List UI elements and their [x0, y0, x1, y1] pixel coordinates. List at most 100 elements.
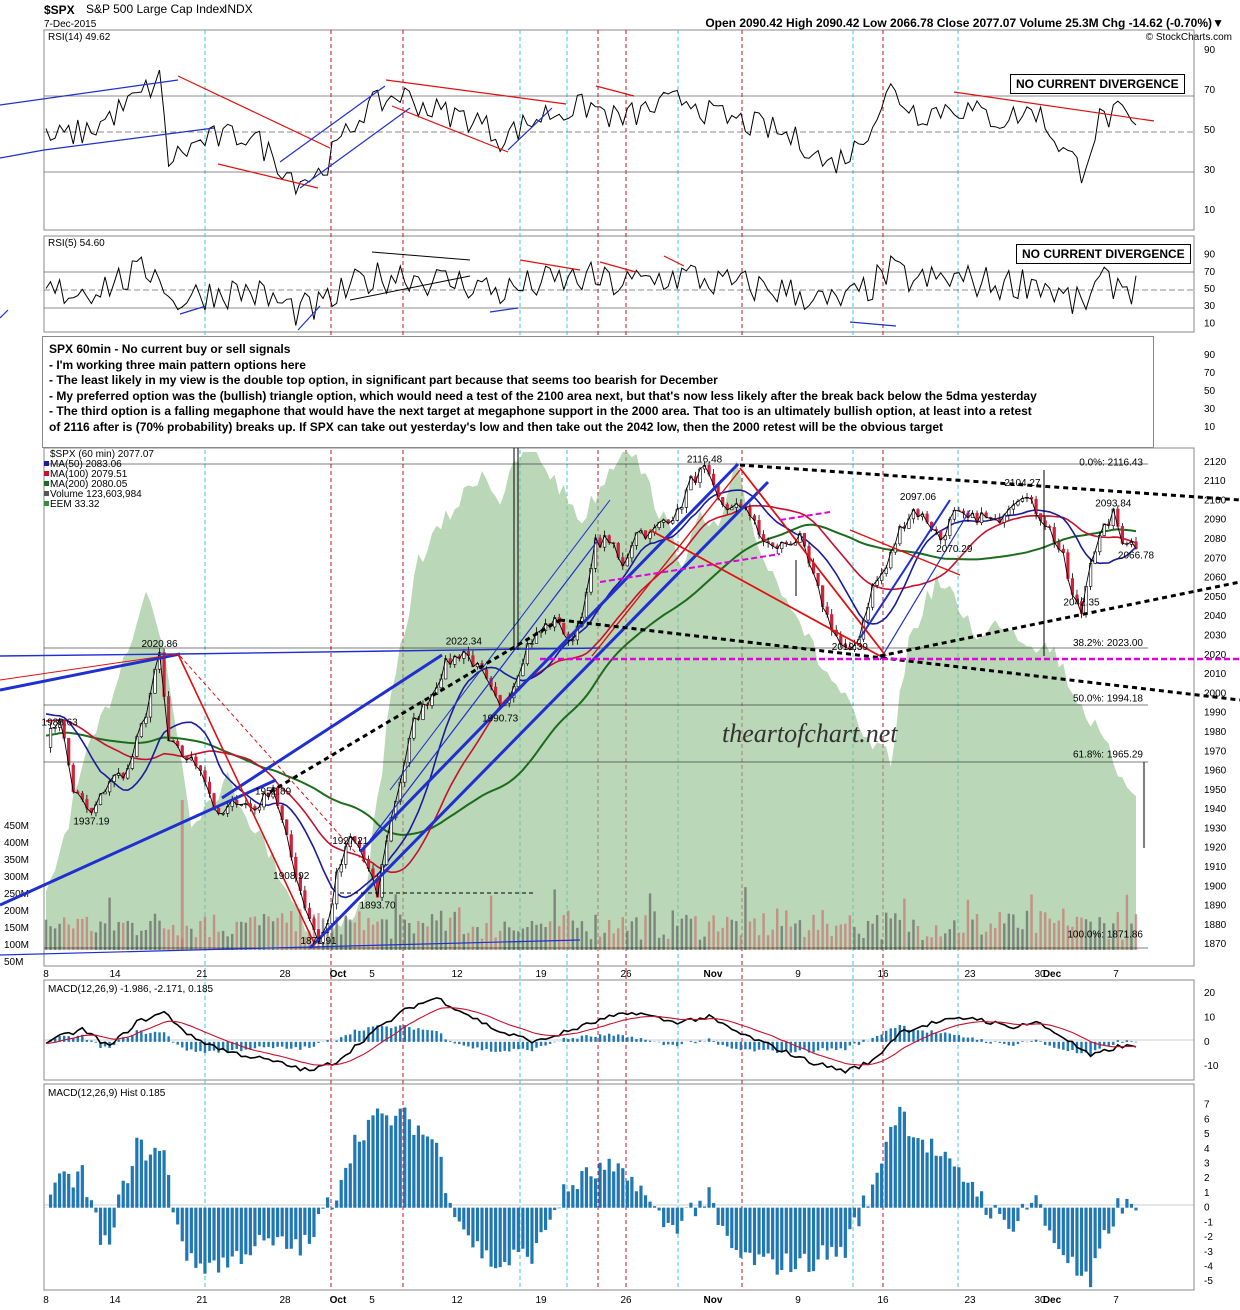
macd-hist-bar [126, 1037, 129, 1042]
macd-hist-bar [975, 1039, 979, 1042]
volume-bar [335, 916, 338, 950]
histogram-bar [780, 1207, 784, 1271]
volume-bar [476, 927, 479, 950]
histogram-bar [198, 1207, 203, 1264]
macd-hist-bar [744, 1041, 747, 1050]
histogram-bar [516, 1207, 520, 1253]
volume-bar [1084, 919, 1088, 950]
macd-hist-bar [766, 1041, 770, 1050]
macd-hist-bar [439, 1033, 443, 1042]
macd-hist-bar [508, 1041, 511, 1052]
macd-hist-bar [53, 1037, 57, 1042]
histogram-bar [998, 1207, 1002, 1214]
histogram-bar [512, 1207, 516, 1250]
histogram-bar [466, 1207, 470, 1236]
histogram-bar [216, 1207, 221, 1273]
macd-hist-bar [812, 1041, 815, 1053]
histogram-bar [85, 1197, 89, 1208]
volume-bar [689, 918, 693, 950]
volume-bar [412, 933, 416, 950]
histogram-bar [821, 1207, 825, 1246]
histogram-bar [398, 1108, 402, 1208]
histogram-bar [616, 1163, 620, 1208]
ma100-line [45, 504, 1137, 874]
volume-bar [371, 924, 375, 950]
price-tick-label: 1900 [1204, 881, 1227, 892]
volume-bar [1116, 912, 1120, 950]
price-tick-label: 1980 [1204, 727, 1227, 738]
histogram-bar [157, 1150, 162, 1208]
macd-hist-bar [480, 1041, 484, 1051]
histogram-bar [507, 1207, 511, 1266]
histogram-bar [53, 1182, 57, 1208]
volume-bar [81, 918, 84, 950]
histogram-bar [553, 1207, 557, 1211]
macd-hist-bar [512, 1041, 515, 1049]
macd-hist-bar [358, 1030, 361, 1042]
rsi14-tick: 30 [1204, 165, 1216, 176]
macd-hist-bar [603, 1035, 606, 1042]
histogram-bar [1002, 1207, 1006, 1220]
volume-bar [898, 919, 902, 950]
macd-hist-bar [930, 1030, 933, 1042]
volume-bar [925, 936, 929, 950]
macd-hist-bar [103, 1041, 107, 1047]
volume-bar [253, 916, 257, 950]
macd-hist-bar [1057, 1041, 1060, 1049]
histogram-bar [802, 1207, 807, 1254]
volume-bar [639, 939, 643, 950]
volume-bar [44, 919, 48, 950]
rsi5-chart: RSI(5) 54.60 90 70 50 30 10 [0, 238, 1216, 331]
macd-hist-bar [762, 1041, 765, 1051]
histogram-bar [716, 1207, 720, 1225]
volume-bar [403, 919, 406, 950]
note-line: - My preferred option was the (bullish) … [49, 388, 1037, 403]
macd-hist-bar [721, 1041, 724, 1045]
histogram-bar [271, 1207, 275, 1246]
histogram-bar [498, 1207, 502, 1268]
volume-bar [340, 934, 343, 950]
macd-hist-bar [349, 1034, 352, 1042]
volume-bar [626, 930, 629, 950]
histogram-bar [1039, 1204, 1043, 1208]
macd-hist-bar [1034, 1039, 1038, 1042]
notes-axis-tick: 70 [1204, 368, 1216, 379]
histogram-bar [344, 1167, 348, 1208]
macd-hist-tick: 0 [1204, 1203, 1210, 1214]
volume-bar [49, 926, 52, 950]
macd-hist-bar [807, 1041, 811, 1053]
histogram-bar [407, 1119, 411, 1208]
volume-bar [85, 916, 89, 950]
fib-level-label: 100.0%: 1871.86 [1067, 930, 1143, 941]
volume-bar [53, 928, 57, 950]
macd-hist-bar [912, 1030, 915, 1042]
histogram-bar [1120, 1207, 1124, 1214]
macd-hist-bar [980, 1039, 983, 1042]
histogram-bar [203, 1207, 207, 1274]
x-tick-label: 5 [369, 1295, 375, 1306]
histogram-bar [126, 1183, 130, 1208]
histogram-bar [848, 1207, 852, 1230]
histogram-bar [448, 1202, 452, 1208]
histogram-bar [543, 1207, 548, 1230]
volume-bar [671, 910, 674, 950]
macd-hist-bar [730, 1041, 733, 1049]
histogram-bar [889, 1126, 893, 1208]
histogram-bar [702, 1206, 707, 1208]
histogram-bar [439, 1156, 443, 1208]
macd-hist-bar [748, 1041, 752, 1050]
histogram-bar [907, 1136, 911, 1208]
volume-bar [980, 934, 983, 950]
macd-hist-bar [1080, 1041, 1083, 1054]
macd-hist-bar [630, 1036, 634, 1042]
volume-bar [512, 930, 515, 950]
histogram-bar [580, 1171, 584, 1208]
x-tick-label: 16 [877, 1295, 889, 1306]
volume-bar [934, 925, 938, 950]
price-annotation-label: 2042.35 [1063, 598, 1100, 609]
rsi5-label: RSI(5) 54.60 [48, 238, 105, 249]
volume-bar [1075, 916, 1079, 950]
histogram-bar [94, 1207, 98, 1213]
volume-bar [103, 923, 107, 950]
